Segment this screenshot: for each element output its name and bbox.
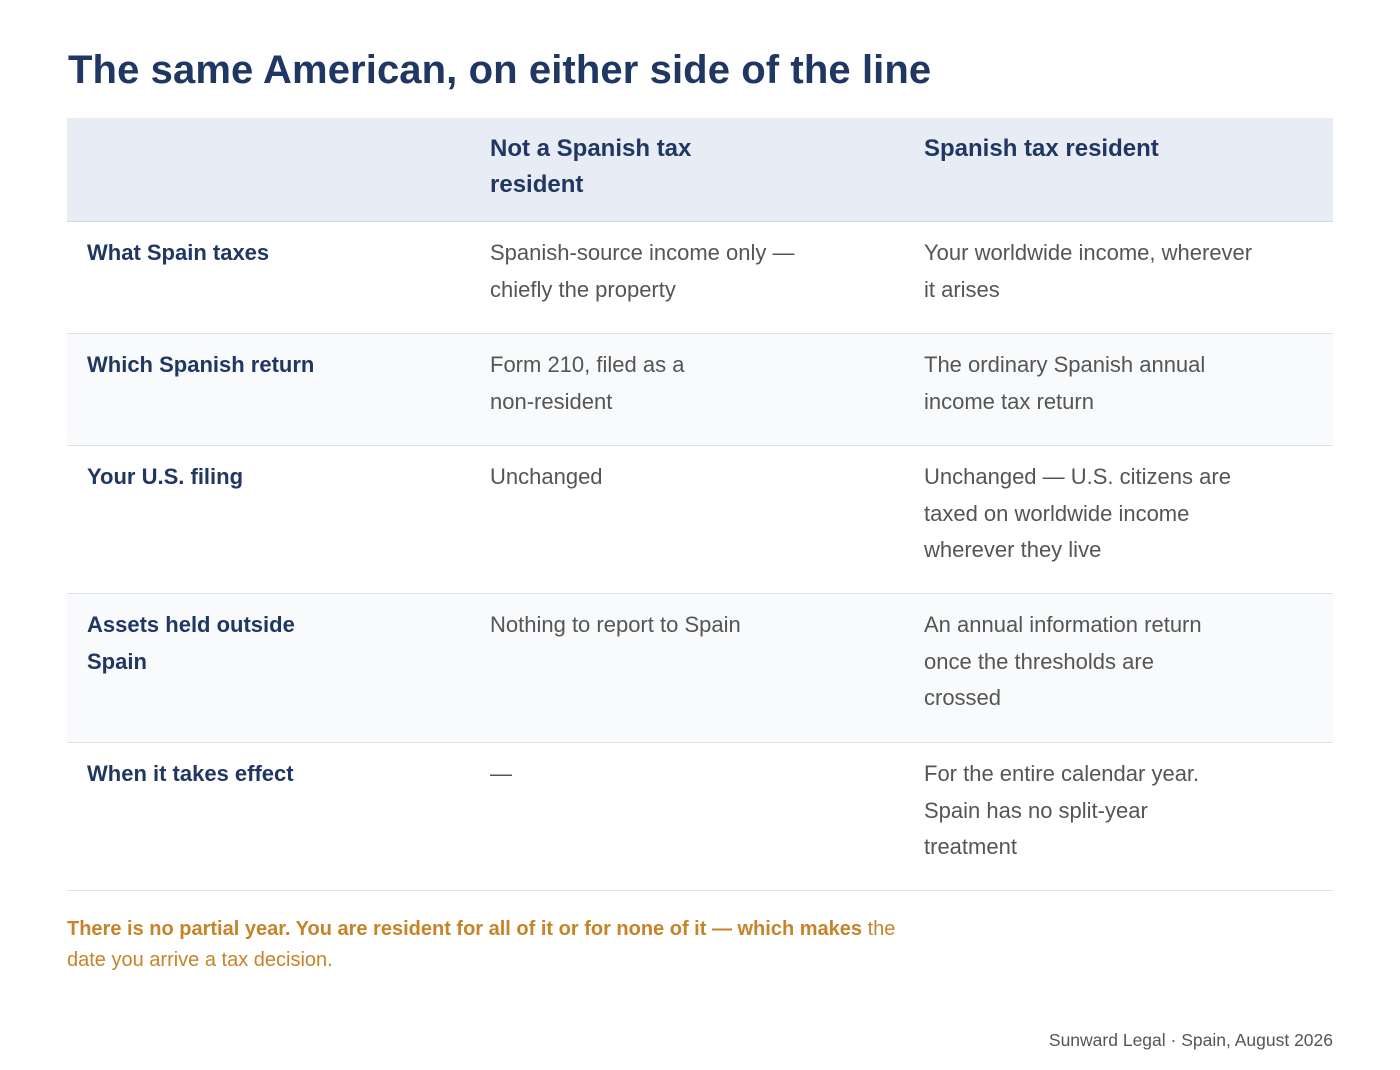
resident-cell: Unchanged — U.S. citizens are taxed on w… — [924, 464, 1231, 562]
table-row: Assets held outside Spain Nothing to rep… — [67, 594, 1333, 743]
table-row: Your U.S. filing Unchanged Unchanged — U… — [67, 446, 1333, 594]
non-resident-cell: Form 210, filed as a non-resident — [490, 352, 685, 414]
row-label: Your U.S. filing — [87, 464, 244, 489]
resident-cell: The ordinary Spanish annual income tax r… — [924, 352, 1206, 414]
page-title: The same American, on either side of the… — [68, 48, 932, 92]
callout-note: There is no partial year. You are reside… — [67, 914, 927, 976]
row-label: When it takes effect — [87, 761, 294, 786]
non-resident-cell: Spanish-source income only — chiefly the… — [490, 240, 795, 302]
row-label: What Spain taxes — [87, 240, 270, 265]
header-cell-non-resident: Not a Spanish tax resident — [490, 135, 692, 198]
comparison-table: Not a Spanish tax resident Spanish tax r… — [67, 118, 1333, 891]
header-cell-resident: Spanish tax resident — [924, 135, 1159, 162]
non-resident-cell: Nothing to report to Spain — [490, 612, 741, 637]
resident-cell: For the entire calendar year. Spain has … — [924, 761, 1200, 859]
non-resident-cell: Unchanged — [490, 464, 603, 489]
table-row: Which Spanish return Form 210, filed as … — [67, 334, 1333, 446]
resident-cell: An annual information return once the th… — [924, 612, 1202, 710]
non-resident-cell: — — [490, 761, 512, 786]
callout-note-bold: There is no partial year. You are reside… — [67, 918, 862, 940]
table-row: What Spain taxes Spanish-source income o… — [67, 222, 1333, 334]
row-label: Assets held outside Spain — [87, 612, 295, 674]
table-header-row: Not a Spanish tax resident Spanish tax r… — [67, 118, 1333, 222]
resident-cell: Your worldwide income, wherever it arise… — [924, 240, 1253, 302]
table-row: When it takes effect — For the entire ca… — [67, 743, 1333, 891]
row-label: Which Spanish return — [87, 352, 315, 377]
callout-note-regular: the date you arrive a tax decision. — [67, 918, 896, 971]
footer-credit: Sunward Legal · Spain, August 2026 — [1048, 1030, 1333, 1050]
